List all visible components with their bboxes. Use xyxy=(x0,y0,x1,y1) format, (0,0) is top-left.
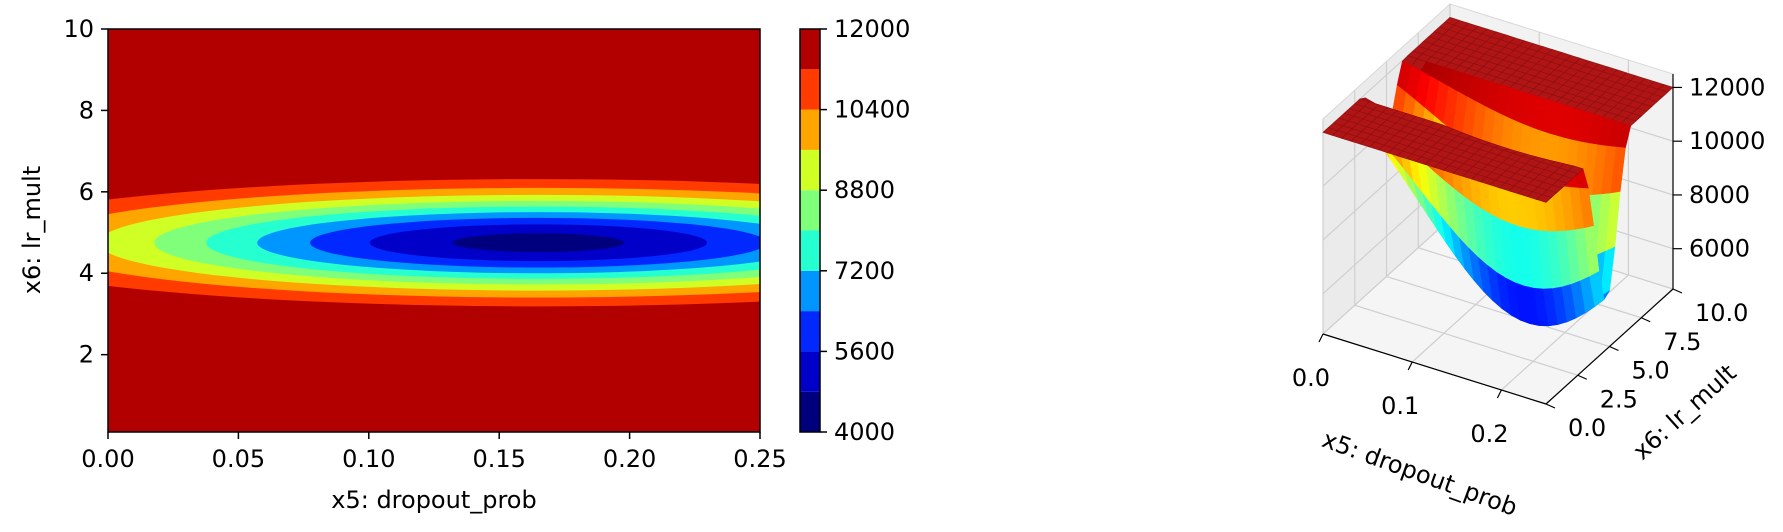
colorbar-band xyxy=(800,109,820,150)
x-tick-mark-3d xyxy=(1318,333,1324,343)
colorbar-band xyxy=(800,190,820,231)
colorbar-band xyxy=(800,311,820,352)
colorbar-frame xyxy=(799,28,821,433)
y-tick-label-3d: 0.0 xyxy=(1568,414,1606,442)
grid-y xyxy=(1354,304,1578,376)
y-axis-label: x6: lr_mult xyxy=(18,166,46,294)
y-tick-mark-3d xyxy=(1577,374,1587,380)
x-tick-label-3d: 0.0 xyxy=(1292,364,1330,392)
y-tick-label: 4 xyxy=(79,259,94,287)
y-tick-mark-3d xyxy=(1609,345,1619,352)
colorbar-tick-label: 12000 xyxy=(834,15,910,43)
colorbar-tick-label: 10400 xyxy=(834,96,910,124)
x-tick-label-3d: 0.1 xyxy=(1381,392,1419,420)
y-tick-mark-3d xyxy=(1672,288,1683,294)
y-axis-ticks: 2 4 6 8 10 xyxy=(63,15,108,369)
y-tick-label-3d: 5.0 xyxy=(1632,357,1670,385)
z-tick-label-3d: 8000 xyxy=(1689,181,1750,209)
x-tick-mark-3d xyxy=(1496,389,1502,399)
colorbar-band xyxy=(800,270,820,312)
colorbar: 4000 5600 7200 8800 10400 12000 xyxy=(799,15,910,446)
x-tick-label: 0.00 xyxy=(81,445,134,473)
x-tick-label: 0.10 xyxy=(342,445,395,473)
x-axis-line-3d xyxy=(1322,333,1547,405)
y-tick-mark-3d xyxy=(1641,317,1651,323)
z-tick-label-3d: 6000 xyxy=(1689,235,1750,263)
x-tick-mark-3d xyxy=(1407,361,1413,371)
colorbar-band xyxy=(800,351,820,392)
x-axis-label: x5: dropout_prob xyxy=(331,486,536,514)
z-tick-label-3d: 10000 xyxy=(1689,127,1765,155)
colorbar-ticks: 4000 5600 7200 8800 10400 12000 xyxy=(820,15,910,446)
colorbar-band xyxy=(800,149,820,191)
contour-fills xyxy=(108,29,760,432)
colorbar-bands xyxy=(800,29,820,432)
y-tick-label: 10 xyxy=(63,15,94,43)
x-axis-ticks: 0.00 0.05 0.10 0.15 0.20 0.25 xyxy=(81,432,787,473)
x-tick-label: 0.05 xyxy=(212,445,265,473)
x-tick-label: 0.20 xyxy=(603,445,656,473)
colorbar-tick-label: 7200 xyxy=(834,257,895,285)
y-tick-label-3d: 10.0 xyxy=(1695,299,1748,327)
colorbar-band xyxy=(800,391,820,432)
z-tick-label-3d: 12000 xyxy=(1689,73,1765,101)
surface-plot-3d: 0.00.10.2 0.02.55.07.510.0600080001000012… xyxy=(1292,2,1765,522)
y-tick-label: 2 xyxy=(79,341,94,369)
x-tick-label: 0.25 xyxy=(733,445,786,473)
colorbar-band xyxy=(800,230,820,271)
grid-y xyxy=(1386,275,1610,348)
colorbar-band xyxy=(800,69,820,110)
y-tick-label-3d: 2.5 xyxy=(1600,385,1638,413)
colorbar-tick-label: 5600 xyxy=(834,337,895,365)
surface-facet xyxy=(1536,194,1552,203)
surface-mesh xyxy=(1322,17,1674,327)
x-tick-label-3d: 0.2 xyxy=(1470,420,1508,448)
y-tick-mark-3d xyxy=(1545,403,1556,409)
contour-band xyxy=(452,233,625,253)
y-tick-label-3d: 7.5 xyxy=(1663,328,1701,356)
y-tick-label: 6 xyxy=(79,178,94,206)
axis-ticks-3d: 0.00.10.2 0.02.55.07.510.0600080001000012… xyxy=(1292,73,1765,448)
x-tick-label: 0.15 xyxy=(472,445,525,473)
colorbar-tick-label: 4000 xyxy=(834,418,895,446)
colorbar-band xyxy=(800,29,820,70)
y-tick-label: 8 xyxy=(79,96,94,124)
colorbar-tick-label: 8800 xyxy=(834,176,895,204)
plot-frame xyxy=(107,28,761,433)
contour-plot: 0.00 0.05 0.10 0.15 0.20 0.25 2 4 6 8 10 x5: drop… xyxy=(18,15,787,514)
